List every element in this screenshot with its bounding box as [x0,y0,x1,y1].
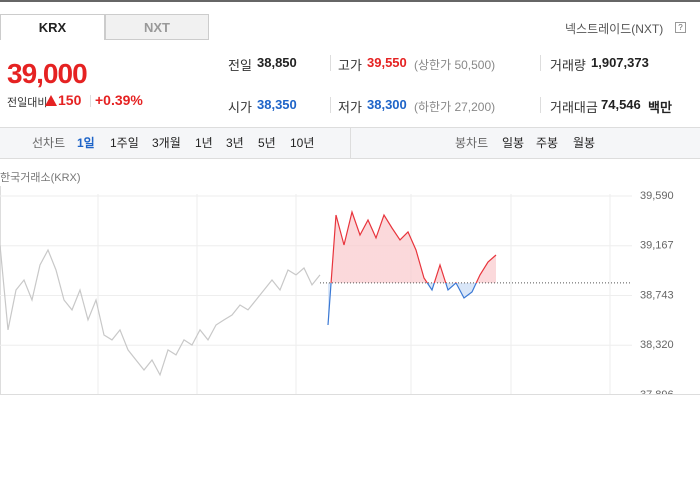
divider [540,55,541,71]
divider [330,97,331,113]
up-arrow [45,95,57,106]
y-tick-label: 37,896 [640,389,674,395]
stat-value: 39,550 [367,55,407,70]
tab-nxt[interactable]: NXT [105,14,209,40]
change-rate: +0.39% [95,92,143,108]
stat-label: 저가 [338,100,362,115]
stat-value: 38,350 [257,97,297,112]
period-option[interactable]: 주봉 [536,136,559,150]
y-tick-label: 39,167 [640,240,674,252]
period-option[interactable]: 1주일 [110,136,139,150]
divider [330,55,331,71]
tab-krx[interactable]: KRX [0,14,105,40]
divider [90,95,91,107]
chart-bottom [0,394,700,395]
nxt-link[interactable]: 넥스트레이드(NXT) [565,22,664,36]
period-option[interactable]: 일봉 [502,136,525,150]
line [327,209,497,326]
y-tick-label: 39,590 [640,190,674,202]
stat-value: 38,300 [367,97,407,112]
current-price: 39,000 [7,58,88,89]
period-option[interactable]: 10년 [290,136,315,150]
change-label: 전일대비 [7,97,48,109]
y-tick-label: 38,320 [640,339,674,351]
top-border [0,0,700,2]
chart-source: 한국거래소(KRX) [0,172,81,184]
line [0,244,321,377]
stat-value: 1,907,373 [591,55,649,70]
divider [540,97,541,113]
divider [350,128,351,158]
period-option[interactable]: 5년 [258,136,276,150]
period-option[interactable]: 월봉 [573,136,596,150]
period-option[interactable]: 3개월 [152,136,181,150]
stat-unit: 백만 [648,100,672,115]
stat-note: (하한가 27,200) [414,100,496,114]
area [328,212,496,325]
period-option[interactable]: 3년 [226,136,244,150]
y-tick-label: 38,743 [640,289,674,301]
line-chart-label: 선차트 [32,136,66,150]
stat-value: 38,850 [257,55,297,70]
change: 150 [58,92,82,108]
candle-chart-label: 봉차트 [455,136,489,150]
help-icon[interactable]: ? [675,22,686,33]
stat-label: 시가 [228,100,252,115]
stat-label: 거래량 [550,58,586,73]
chart: 39,590 39,167 38,743 38,320 37,896 [0,186,674,395]
stat-value: 74,546 [601,97,641,112]
stat-label: 고가 [338,58,362,73]
stat-label: 전일 [228,58,252,73]
stat-label: 거래대금 [550,100,598,115]
period-option[interactable]: 1일 [77,136,95,150]
stat-note: (상한가 50,500) [414,58,496,72]
period-option[interactable]: 1년 [195,136,213,150]
